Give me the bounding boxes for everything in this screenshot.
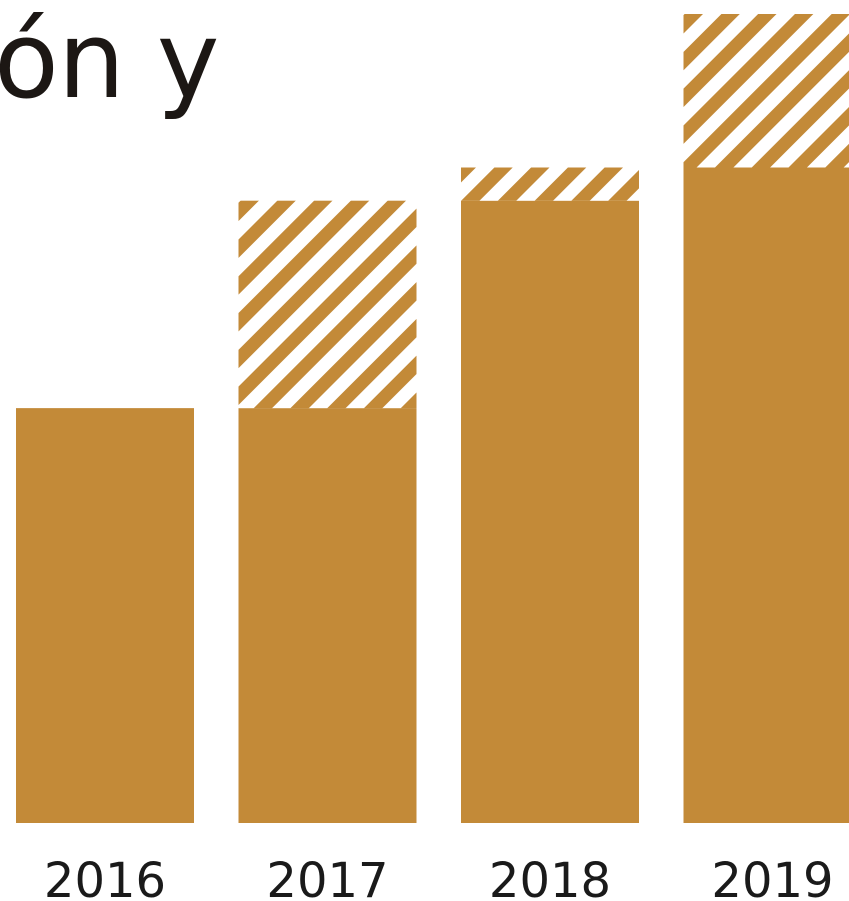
bar-solid-2016: [16, 408, 194, 823]
x-tick-label: 2016: [44, 853, 166, 901]
bar-solid-2018: [461, 200, 639, 823]
bar-solid-2019: [683, 167, 849, 823]
bar-hatched-2018: [461, 167, 639, 201]
x-tick-label: 2018: [489, 853, 611, 901]
x-tick-label: 2017: [266, 853, 388, 901]
bar-hatched-2019: [683, 14, 849, 168]
bars-group: [16, 14, 849, 823]
x-tick-label: 2019: [711, 853, 833, 901]
chart-title-fragment: ón y: [0, 0, 219, 122]
bar-hatched-2017: [238, 200, 417, 409]
bar-solid-2017: [238, 408, 417, 823]
x-axis-ticks: 2016 2017 2018 2019: [44, 853, 834, 901]
